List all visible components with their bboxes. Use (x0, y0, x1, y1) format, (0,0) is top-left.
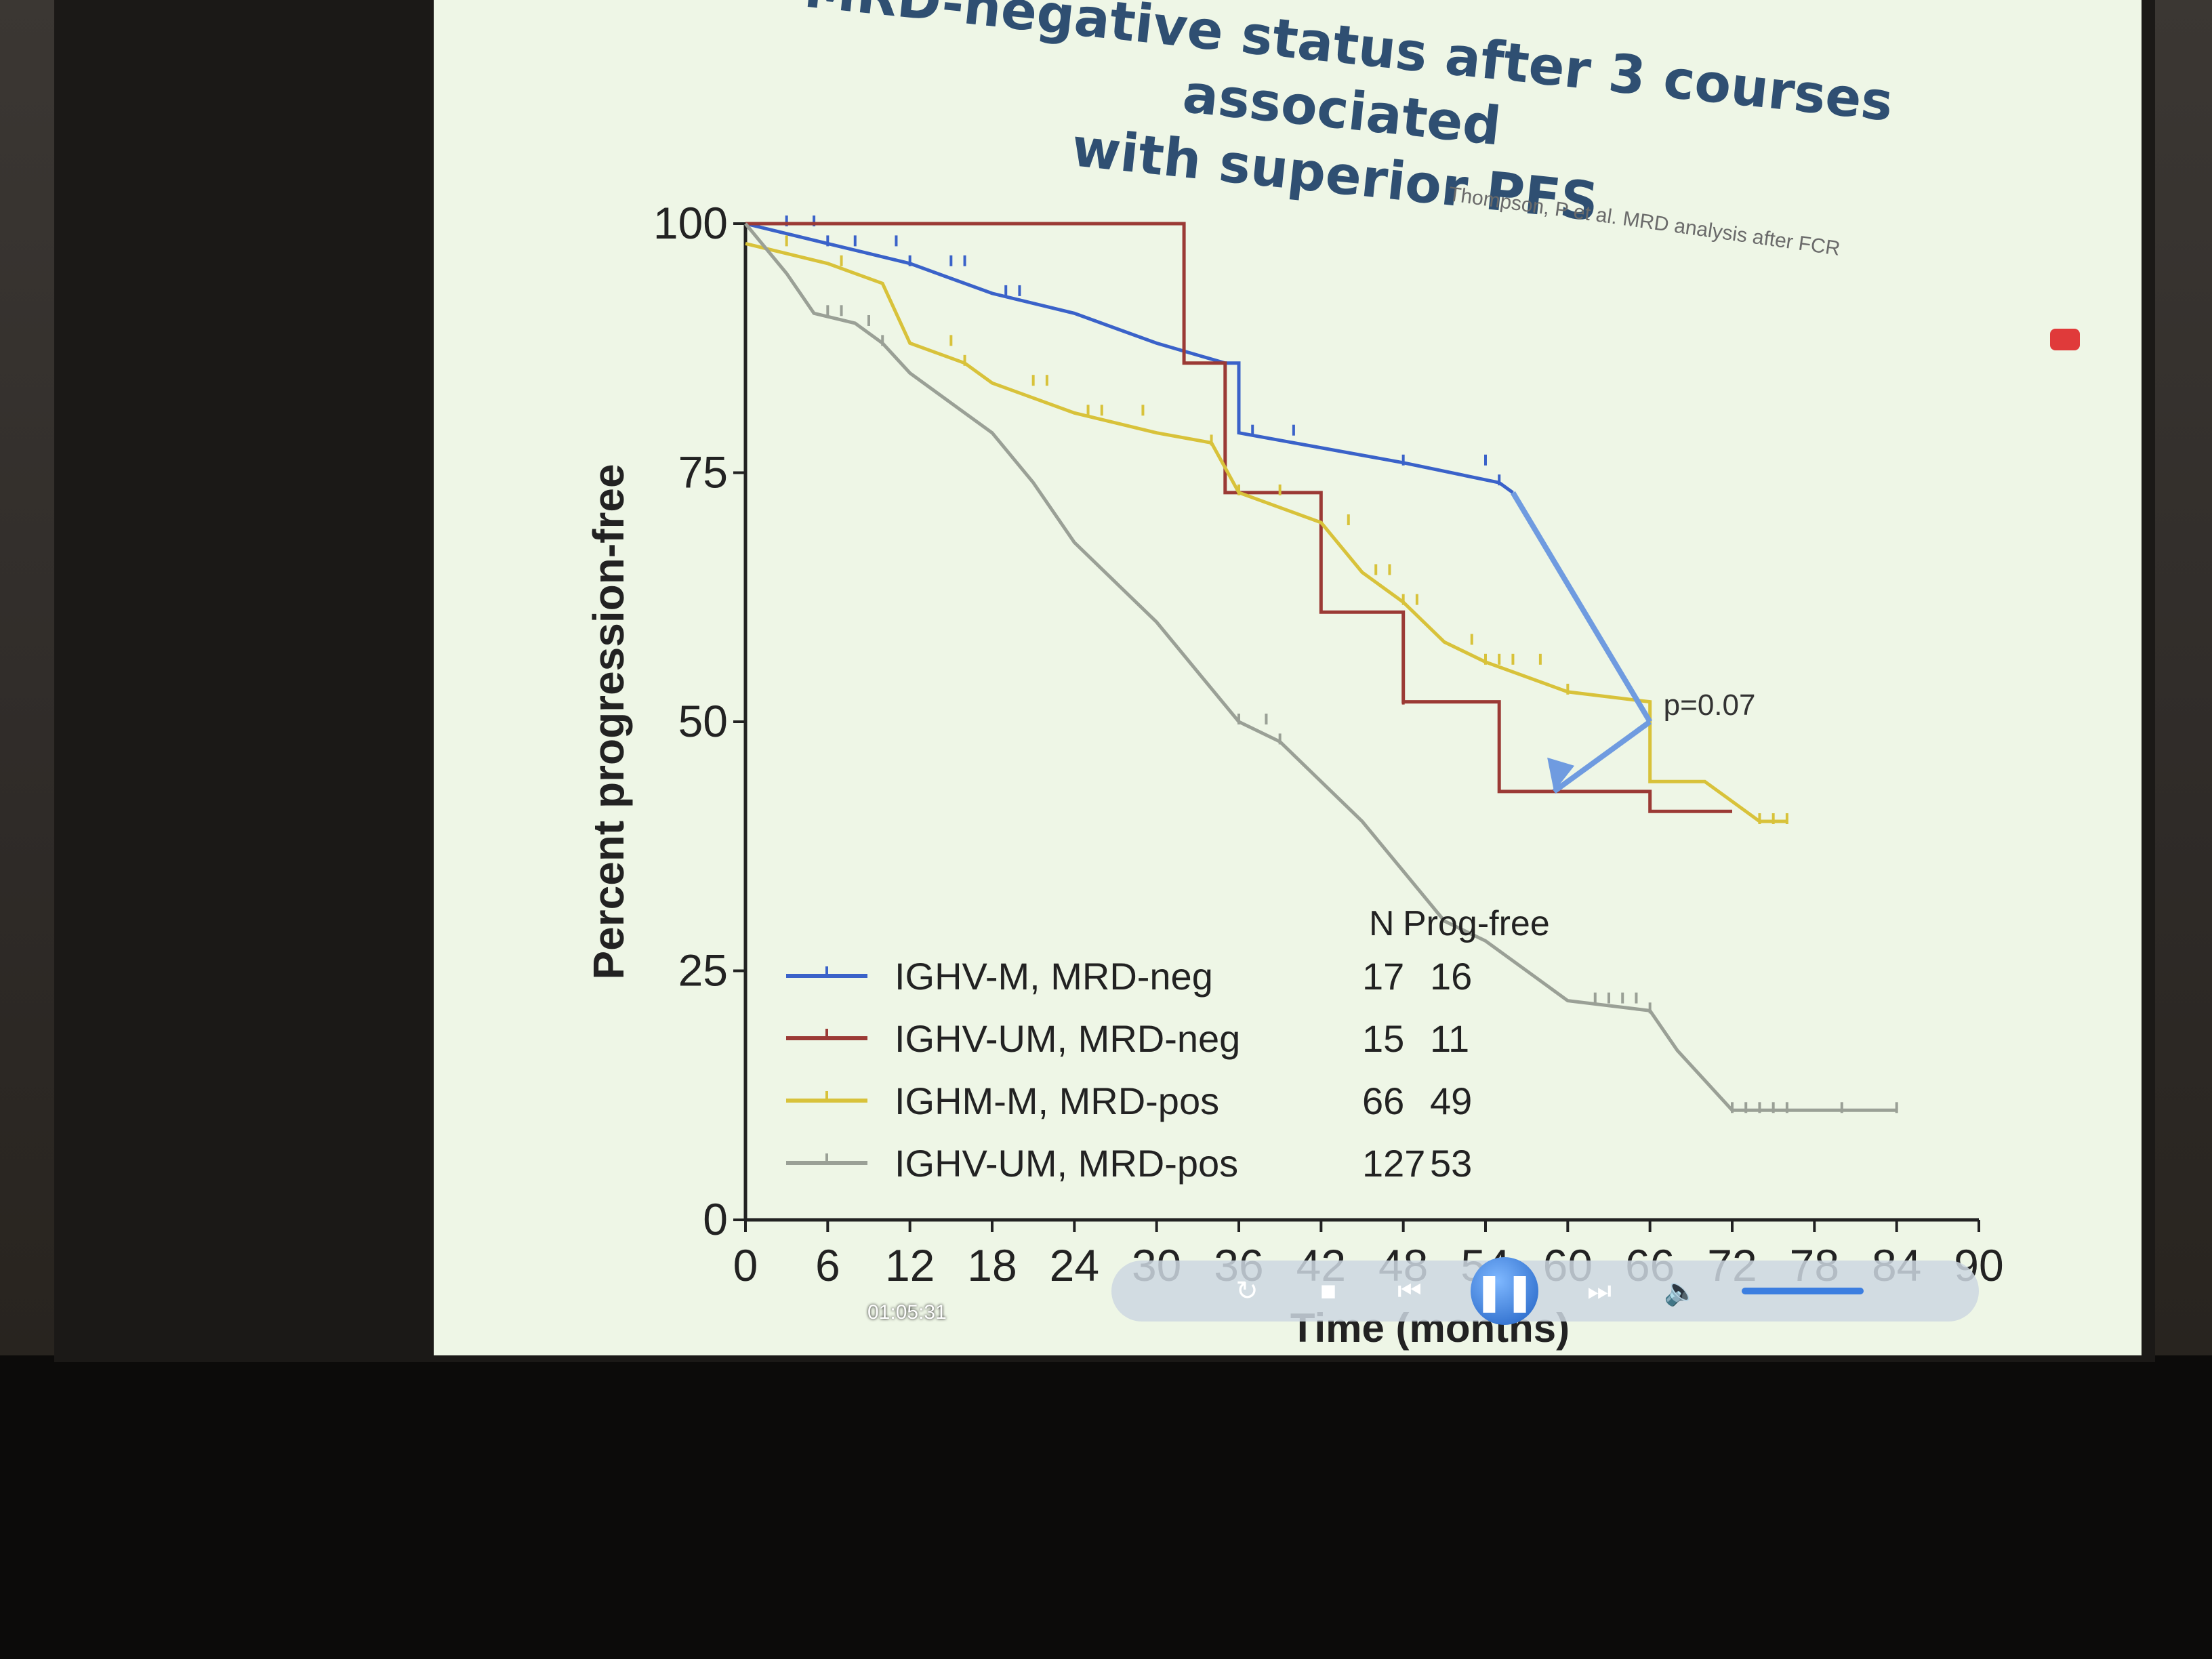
next-icon[interactable]: ⏭ (1587, 1275, 1612, 1306)
legend-label: IGHV-UM, MRD-neg (895, 1017, 1240, 1060)
annotation-arrow-lower (1552, 719, 1652, 794)
legend-prog-free-value: 16 (1430, 955, 1472, 998)
annotation-arrowhead (1547, 757, 1575, 792)
x-tick-label: 12 (885, 1240, 935, 1290)
room-floor (0, 1355, 2212, 1659)
volume-slider[interactable] (1742, 1288, 1864, 1294)
media-player-bar: 01:05:31 ↻ ■ ⏮ ❚❚ ⏭ 🔈 (867, 1257, 1979, 1325)
pause-button[interactable]: ❚❚ (1471, 1257, 1538, 1325)
legend-n-value: 17 (1362, 955, 1404, 998)
x-tick-label: 18 (967, 1240, 1017, 1290)
y-tick-label: 0 (703, 1194, 728, 1244)
series-line-2 (745, 222, 1732, 813)
legend-header-n: N (1369, 904, 1395, 943)
annotation-arrow-upper (1511, 491, 1653, 724)
legend-prog-free-value: 11 (1430, 1017, 1469, 1060)
series-line-1 (745, 222, 1514, 494)
playback-time: 01:05:31 (867, 1301, 947, 1324)
legend-n-value: 66 (1362, 1080, 1404, 1122)
legend-n-value: 127 (1362, 1142, 1425, 1185)
legend-n-value: 15 (1362, 1017, 1404, 1060)
y-axis-label: Percent progression-free (584, 464, 633, 979)
y-tick-label: 50 (678, 696, 728, 746)
y-tick-label: 75 (678, 447, 728, 497)
previous-icon[interactable]: ⏮ (1397, 1275, 1422, 1306)
legend-header-prog-free: Prog-free (1403, 904, 1550, 943)
legend-label: IGHV-M, MRD-neg (895, 955, 1213, 998)
x-tick-label: 24 (1050, 1240, 1099, 1290)
series-line-3 (745, 241, 1787, 823)
y-tick-label: 100 (653, 198, 728, 248)
y-tick-label: 25 (678, 945, 728, 996)
x-tick-label: 0 (733, 1240, 758, 1290)
recording-indicator-icon (2050, 329, 2080, 350)
repeat-icon[interactable]: ↻ (1235, 1276, 1258, 1306)
legend-prog-free-value: 53 (1430, 1142, 1472, 1185)
volume-icon[interactable]: 🔈 (1664, 1276, 1698, 1307)
x-tick-label: 6 (815, 1240, 840, 1290)
stop-icon[interactable]: ■ (1319, 1275, 1337, 1306)
slide: 0255075100061218243036424854606672788490… (434, 0, 2142, 1355)
legend-label: IGHV-UM, MRD-pos (895, 1142, 1238, 1185)
p-value-label: p=0.07 (1664, 689, 1756, 722)
legend-prog-free-value: 49 (1430, 1080, 1472, 1122)
legend-label: IGHM-M, MRD-pos (895, 1080, 1219, 1122)
series-line-4 (744, 222, 1897, 1112)
